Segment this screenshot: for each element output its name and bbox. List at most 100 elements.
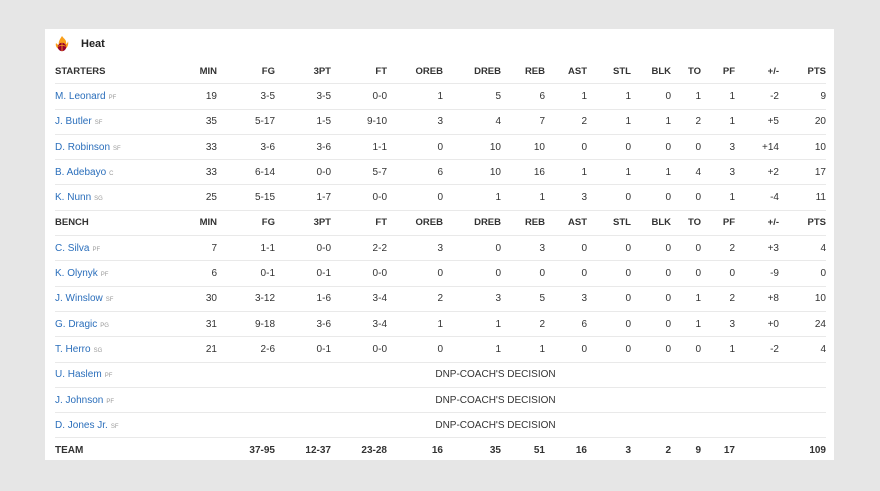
column-header-to[interactable]: TO	[671, 59, 701, 85]
stat-three-pt: 0-1	[275, 336, 331, 363]
player-name-link[interactable]: M. Leonard	[55, 90, 106, 102]
stat-pf: 2	[701, 286, 735, 312]
stat-pts: 20	[779, 109, 826, 135]
stat-fg: 3-5	[217, 83, 275, 110]
total-stl: 3	[625, 445, 631, 457]
player-name-link[interactable]: K. Nunn	[55, 192, 92, 204]
stat-min: 7	[165, 235, 217, 262]
stat-oreb: 0	[387, 134, 443, 161]
stat-oreb: 0	[387, 336, 443, 363]
stat-ft: 1-1	[331, 134, 387, 161]
stat-dreb: 1	[443, 184, 501, 211]
stat-stl: 1	[587, 109, 631, 135]
stat-three-pt: 1-7	[275, 184, 331, 211]
stat-reb: 1	[501, 184, 545, 211]
column-header-three-pt[interactable]: 3PT	[275, 210, 331, 237]
stat-plus-minus: -2	[735, 336, 779, 363]
player-position: SG	[94, 196, 103, 203]
player-name-link[interactable]: J. Winslow	[55, 293, 103, 305]
column-header-ft[interactable]: FT	[331, 210, 387, 237]
player-position: PF	[92, 246, 101, 253]
column-header-fg[interactable]: FG	[217, 210, 275, 237]
column-header-blk[interactable]: BLK	[631, 210, 671, 237]
column-header-pf[interactable]: PF	[701, 59, 735, 85]
player-name-link[interactable]: D. Jones Jr.	[55, 419, 108, 431]
column-header-blk[interactable]: BLK	[631, 59, 671, 85]
stat-reb: 3	[501, 235, 545, 262]
stat-oreb: 1	[387, 83, 443, 110]
player-name-link[interactable]: J. Johnson	[55, 394, 104, 406]
total-reb: 51	[533, 445, 545, 457]
column-header-three-pt[interactable]: 3PT	[275, 59, 331, 85]
stat-pts: 24	[779, 311, 826, 338]
column-header-pts[interactable]: PTS	[779, 59, 826, 85]
player-cell: T. Herro SG	[55, 336, 165, 363]
stat-to: 1	[671, 83, 701, 110]
team-totals-row: TEAM 37-95 12-37 23-28 16 35 51 16 3 2 9 17 109	[55, 438, 826, 460]
player-name-link[interactable]: B. Adebayo	[55, 166, 107, 178]
dnp-player-row: J. Johnson PF DNP-COACH'S DECISION	[55, 387, 826, 414]
player-name-link[interactable]: J. Butler	[55, 116, 92, 128]
stat-to: 1	[671, 286, 701, 312]
stat-reb: 5	[501, 286, 545, 312]
column-header-pf[interactable]: PF	[701, 210, 735, 237]
column-header-ast[interactable]: AST	[545, 210, 587, 237]
column-header-to[interactable]: TO	[671, 210, 701, 237]
player-cell: D. Jones Jr. SF	[55, 412, 165, 439]
column-header-oreb[interactable]: OREB	[387, 210, 443, 237]
stat-dreb: 10	[443, 134, 501, 161]
player-name-link[interactable]: D. Robinson	[55, 141, 111, 153]
column-header-min[interactable]: MIN	[165, 210, 217, 237]
player-row: B. Adebayo C 33 6-14 0-0 5-7 6 10 16 1 1 1 4 3 +2 17	[55, 159, 826, 186]
dnp-player-row: D. Jones Jr. SF DNP-COACH'S DECISION	[55, 412, 826, 439]
column-header-ast[interactable]: AST	[545, 59, 587, 85]
stat-ast: 2	[545, 109, 587, 135]
column-header-reb[interactable]: REB	[501, 59, 545, 85]
total-ft: 23-28	[361, 445, 387, 457]
stat-reb: 0	[501, 260, 545, 287]
stat-stl: 0	[587, 336, 631, 363]
player-name-link[interactable]: U. Haslem	[55, 369, 102, 381]
total-oreb: 16	[431, 445, 443, 457]
stat-pf: 1	[701, 83, 735, 110]
boxscore-table: STARTERS MIN FG 3PT FT OREB DREB REB AST STL BLK TO…	[55, 59, 826, 460]
column-header-dreb[interactable]: DREB	[443, 59, 501, 85]
column-header-min[interactable]: MIN	[165, 59, 217, 85]
column-header-reb[interactable]: REB	[501, 210, 545, 237]
stat-blk: 1	[631, 159, 671, 186]
player-name-link[interactable]: T. Herro	[55, 343, 91, 355]
stat-reb: 10	[501, 134, 545, 161]
player-cell: G. Dragic PG	[55, 311, 165, 338]
stat-oreb: 6	[387, 159, 443, 186]
stat-ast: 0	[545, 235, 587, 262]
stat-ast: 0	[545, 336, 587, 363]
column-header-pts[interactable]: PTS	[779, 210, 826, 237]
player-name-link[interactable]: G. Dragic	[55, 318, 98, 330]
player-name-link[interactable]: K. Olynyk	[55, 268, 98, 280]
player-cell: D. Robinson SF	[55, 134, 165, 161]
column-header-plus-minus[interactable]: +/-	[735, 210, 779, 237]
stat-dreb: 5	[443, 83, 501, 110]
column-header-stl[interactable]: STL	[587, 210, 631, 237]
stat-stl: 0	[587, 235, 631, 262]
stat-fg: 3-6	[217, 134, 275, 161]
stat-to: 0	[671, 336, 701, 363]
player-position: PF	[100, 272, 109, 279]
stat-dreb: 0	[443, 235, 501, 262]
stat-pts: 11	[779, 184, 826, 211]
stat-ast: 1	[545, 83, 587, 110]
column-header-stl[interactable]: STL	[587, 59, 631, 85]
column-header-fg[interactable]: FG	[217, 59, 275, 85]
player-cell: J. Johnson PF	[55, 387, 165, 414]
stat-min: 33	[165, 134, 217, 161]
stat-min: 25	[165, 184, 217, 211]
player-position: SG	[93, 347, 103, 354]
stat-pf: 3	[701, 311, 735, 338]
column-header-ft[interactable]: FT	[331, 59, 387, 85]
stat-pts: 9	[779, 83, 826, 110]
column-header-plus-minus[interactable]: +/-	[735, 59, 779, 85]
player-name-link[interactable]: C. Silva	[55, 242, 90, 254]
stat-fg: 5-17	[217, 109, 275, 135]
column-header-dreb[interactable]: DREB	[443, 210, 501, 237]
column-header-oreb[interactable]: OREB	[387, 59, 443, 85]
